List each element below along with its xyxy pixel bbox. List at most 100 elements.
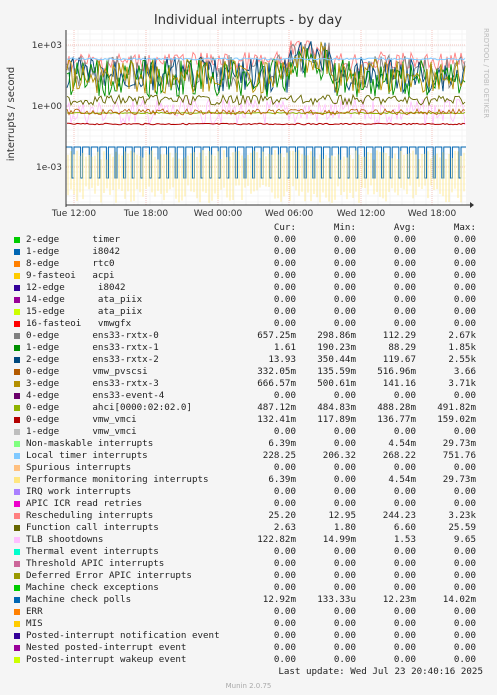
legend-max-value: 0.00 bbox=[453, 642, 476, 653]
legend-swatch bbox=[14, 297, 20, 303]
legend-swatch bbox=[14, 249, 20, 255]
legend-max-value: 0.00 bbox=[453, 318, 476, 329]
legend-swatch bbox=[14, 585, 20, 591]
series-name: 12-edge i8042 bbox=[26, 282, 126, 293]
legend-avg-value: 0.00 bbox=[393, 282, 416, 293]
legend-swatch bbox=[14, 345, 20, 351]
legend-cur-value: 0.00 bbox=[273, 546, 296, 557]
legend-min-value: 0.00 bbox=[333, 582, 356, 593]
legend-swatch bbox=[14, 525, 20, 531]
legend-min-value: 0.00 bbox=[333, 270, 356, 281]
legend-row: 1-edge ens33-rxtx-1 1.61 190.23m 88.29 1.85k bbox=[0, 342, 497, 354]
legend-row: 9-fasteoi acpi 0.00 0.00 0.00 0.00 bbox=[0, 270, 497, 282]
legend-max-value: 0.00 bbox=[453, 270, 476, 281]
series-name: Machine check polls bbox=[26, 594, 132, 605]
legend-avg-value: 0.00 bbox=[393, 606, 416, 617]
legend-min-value: 0.00 bbox=[333, 294, 356, 305]
series-name: ERR bbox=[26, 606, 43, 617]
series-name: Threshold APIC interrupts bbox=[26, 558, 165, 569]
legend-swatch bbox=[14, 657, 20, 663]
legend-max-value: 29.73m bbox=[442, 438, 476, 449]
legend-min-value: 350.44m bbox=[317, 354, 356, 365]
legend-swatch bbox=[14, 561, 20, 567]
legend-cur-value: 0.00 bbox=[273, 234, 296, 245]
legend-cur-value: 332.05m bbox=[257, 366, 296, 377]
legend-min-value: 12.95 bbox=[328, 510, 356, 521]
legend-avg-value: 141.16 bbox=[382, 378, 416, 389]
legend-max-value: 0.00 bbox=[453, 426, 476, 437]
legend-cur-value: 228.25 bbox=[262, 450, 296, 461]
legend-avg-value: 244.23 bbox=[382, 510, 416, 521]
series-name: Machine check exceptions bbox=[26, 582, 159, 593]
legend-min-value: 0.00 bbox=[333, 318, 356, 329]
legend-avg-value: 0.00 bbox=[393, 498, 416, 509]
series-name: 15-edge ata_piix bbox=[26, 306, 143, 317]
legend-swatch bbox=[14, 501, 20, 507]
legend-avg-value: 0.00 bbox=[393, 270, 416, 281]
legend-min-value: 0.00 bbox=[333, 558, 356, 569]
legend-cur-value: 132.41m bbox=[257, 414, 296, 425]
legend-cur-value: 2.63 bbox=[273, 522, 296, 533]
series-name: 16-fasteoi vmwgfx bbox=[26, 318, 132, 329]
legend-cur-value: 0.00 bbox=[273, 558, 296, 569]
y-axis-label: interrupts / second bbox=[6, 67, 17, 161]
legend-max-value: 0.00 bbox=[453, 546, 476, 557]
legend-min-value: 0.00 bbox=[333, 306, 356, 317]
legend-row: Performance monitoring interrupts 6.39m 0.… bbox=[0, 474, 497, 486]
legend-min-value: 0.00 bbox=[333, 426, 356, 437]
legend-max-value: 491.82m bbox=[437, 402, 476, 413]
legend-cur-value: 6.39m bbox=[268, 474, 296, 485]
rrdtool-watermark: RRDTOOL / TOBI OETIKER bbox=[482, 28, 490, 118]
x-tick-label: Wed 00:00 bbox=[194, 209, 243, 219]
legend-row: 8-edge rtc0 0.00 0.00 0.00 0.00 bbox=[0, 258, 497, 270]
legend-row: 1-edge i8042 0.00 0.00 0.00 0.00 bbox=[0, 246, 497, 258]
series-name: Function call interrupts bbox=[26, 522, 159, 533]
legend-swatch bbox=[14, 333, 20, 339]
legend-swatch bbox=[14, 321, 20, 327]
legend-max-value: 751.76 bbox=[442, 450, 476, 461]
legend-avg-value: 0.00 bbox=[393, 306, 416, 317]
series-name: Rescheduling interrupts bbox=[26, 510, 154, 521]
series-name: 1-edge vmw_vmci bbox=[26, 426, 137, 437]
legend-swatch bbox=[14, 261, 20, 267]
legend-avg-value: 6.60 bbox=[393, 522, 416, 533]
legend-max-value: 159.02m bbox=[437, 414, 476, 425]
x-ticks: Tue 12:00 Tue 18:00 Wed 00:00 Wed 06:00 Wed … bbox=[51, 209, 457, 219]
series-name: 0-edge ahci[0000:02:02.0] bbox=[26, 402, 192, 413]
legend-avg-value: 4.54m bbox=[388, 438, 416, 449]
legend-column-header: Cur: bbox=[273, 222, 296, 233]
series-name: Posted-interrupt notification event bbox=[26, 630, 220, 641]
legend-cur-value: 0.00 bbox=[273, 630, 296, 641]
x-tick-label: Wed 12:00 bbox=[337, 209, 386, 219]
legend-cur-value: 0.00 bbox=[273, 318, 296, 329]
legend-swatch bbox=[14, 381, 20, 387]
legend-row: 0-edge ahci[0000:02:02.0] 487.12m 484.83m 4… bbox=[0, 402, 497, 414]
munin-version: Munin 2.0.75 bbox=[225, 682, 272, 690]
legend-avg-value: 0.00 bbox=[393, 318, 416, 329]
legend-avg-value: 88.29 bbox=[388, 342, 416, 353]
legend-min-value: 0.00 bbox=[333, 486, 356, 497]
legend-swatch bbox=[14, 609, 20, 615]
legend-swatch bbox=[14, 453, 20, 459]
legend-cur-value: 0.00 bbox=[273, 258, 296, 269]
legend-swatch bbox=[14, 489, 20, 495]
legend-cur-value: 0.00 bbox=[273, 618, 296, 629]
legend-avg-value: 1.53 bbox=[393, 534, 416, 545]
legend-swatch bbox=[14, 597, 20, 603]
legend-min-value: 298.86m bbox=[317, 330, 356, 341]
legend-max-value: 0.00 bbox=[453, 582, 476, 593]
legend-avg-value: 0.00 bbox=[393, 462, 416, 473]
legend-min-value: 14.99m bbox=[322, 534, 356, 545]
legend-cur-value: 0.00 bbox=[273, 282, 296, 293]
legend-swatch bbox=[14, 309, 20, 315]
legend-row: 2-edge timer 0.00 0.00 0.00 0.00 bbox=[0, 234, 497, 246]
series-name: 14-edge ata_piix bbox=[26, 294, 143, 305]
series-name: IRQ work interrupts bbox=[26, 486, 132, 497]
plot-series bbox=[66, 40, 466, 203]
legend-max-value: 0.00 bbox=[453, 282, 476, 293]
legend-avg-value: 0.00 bbox=[393, 630, 416, 641]
legend-max-value: 29.73m bbox=[442, 474, 476, 485]
legend-min-value: 0.00 bbox=[333, 546, 356, 557]
legend-max-value: 9.65 bbox=[453, 534, 476, 545]
legend-min-value: 0.00 bbox=[333, 618, 356, 629]
